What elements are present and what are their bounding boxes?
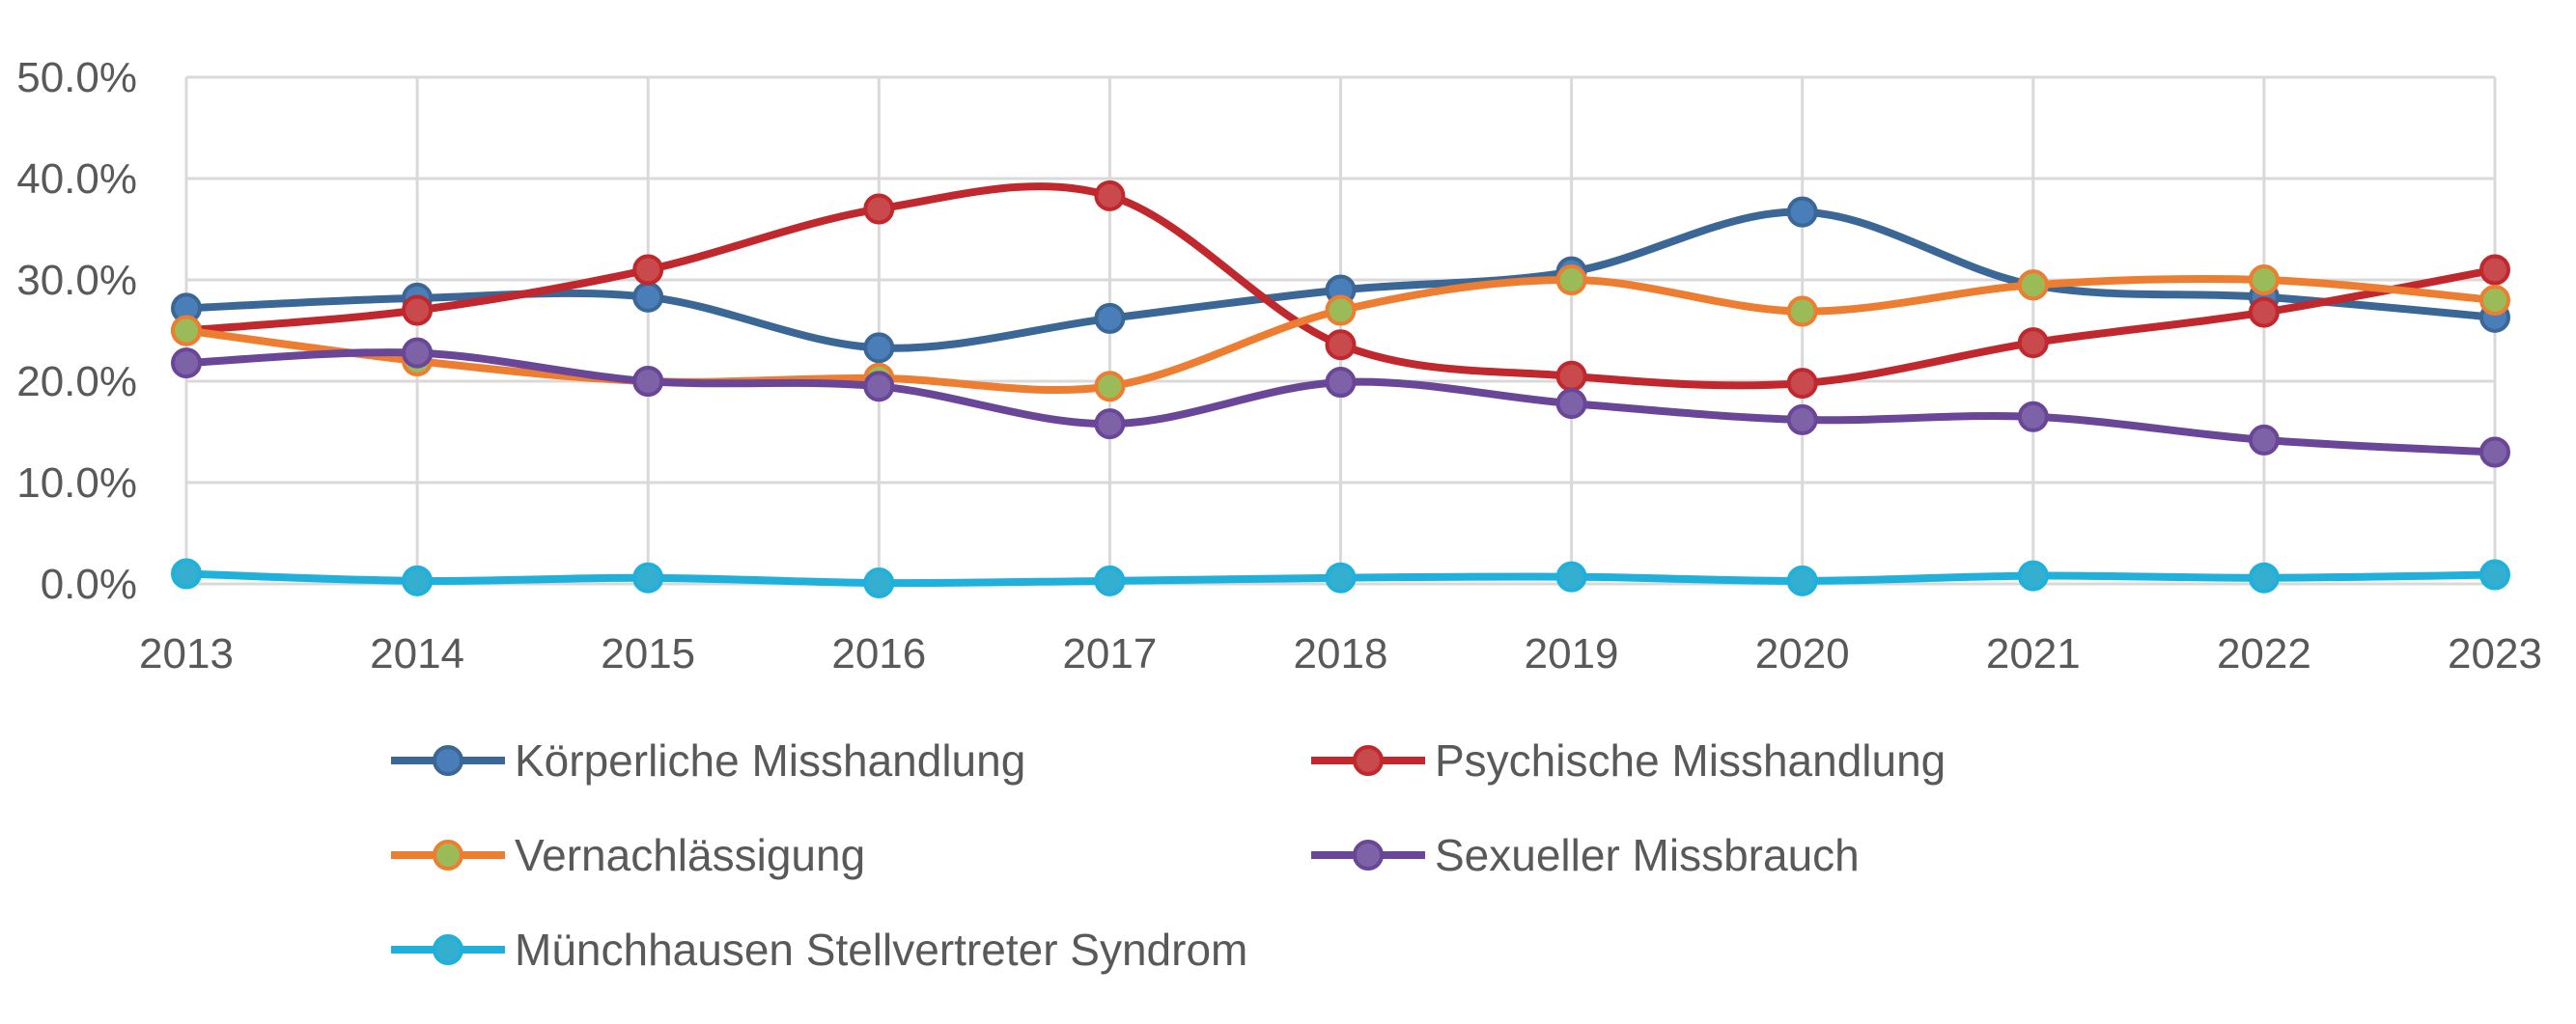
legend-item: Münchhausen Stellvertreter Syndrom	[391, 925, 1247, 975]
legend-label: Körperliche Misshandlung	[515, 735, 1025, 786]
x-tick-label: 2013	[139, 630, 234, 678]
data-point	[863, 193, 895, 225]
legend-label: Sexueller Missbrauch	[1435, 830, 1860, 880]
data-point	[1786, 196, 1818, 228]
legend-marker-swatch	[433, 745, 463, 776]
y-axis-tick-labels: 0.0% 10.0% 20.0% 30.0% 40.0% 50.0%	[16, 54, 137, 608]
x-tick-label: 2019	[1525, 630, 1619, 678]
data-point	[2248, 296, 2280, 328]
x-tick-label: 2014	[370, 630, 464, 678]
data-point	[1786, 295, 1818, 327]
y-tick-label: 40.0%	[16, 155, 137, 203]
data-point	[171, 558, 202, 590]
legend-item: Psychische Misshandlung	[1311, 735, 1946, 786]
x-tick-label: 2018	[1294, 630, 1388, 678]
data-point	[1325, 294, 1357, 326]
legend-label: Psychische Misshandlung	[1435, 735, 1946, 786]
y-tick-label: 0.0%	[41, 561, 137, 608]
x-tick-label: 2020	[1755, 630, 1850, 678]
legend-marker-swatch	[1353, 745, 1384, 776]
x-tick-label: 2023	[2448, 630, 2542, 678]
x-tick-label: 2021	[1986, 630, 2081, 678]
data-point	[1786, 565, 1818, 596]
data-point	[1094, 408, 1126, 440]
legend: Körperliche Misshandlung Psychische Missh…	[391, 735, 1946, 975]
data-point	[863, 567, 895, 598]
data-point	[2479, 254, 2510, 286]
data-point	[2479, 436, 2510, 468]
data-point	[1094, 371, 1126, 402]
series-munchhausen-stellvertreter-syndrom	[171, 558, 2510, 598]
x-axis-tick-labels: 2013 2014 2015 2016 2017 2018 2019 2020 2021 2022…	[139, 630, 2542, 678]
y-tick-label: 50.0%	[16, 54, 137, 101]
series-group	[171, 180, 2510, 598]
legend-item: Körperliche Misshandlung	[391, 735, 1025, 786]
x-tick-label: 2017	[1062, 630, 1157, 678]
data-point	[863, 332, 895, 364]
y-tick-label: 10.0%	[16, 459, 137, 507]
data-point	[632, 254, 664, 286]
legend-item: Vernachlässigung	[391, 830, 865, 880]
legend-label: Vernachlässigung	[515, 830, 865, 880]
data-point	[2479, 559, 2510, 591]
data-point	[1555, 264, 1587, 295]
data-point	[1555, 388, 1587, 420]
data-point	[632, 366, 664, 397]
data-point	[402, 294, 434, 326]
data-point	[1094, 565, 1126, 596]
data-point	[1555, 360, 1587, 392]
x-tick-label: 2022	[2217, 630, 2311, 678]
data-point	[2479, 285, 2510, 316]
data-point	[2248, 562, 2280, 594]
x-tick-label: 2015	[601, 630, 695, 678]
y-tick-label: 30.0%	[16, 257, 137, 304]
legend-marker-swatch	[1353, 840, 1384, 871]
data-point	[1325, 329, 1357, 361]
legend-marker-swatch	[433, 840, 463, 871]
series-psychische-misshandlung	[171, 180, 2510, 400]
legend-label: Münchhausen Stellvertreter Syndrom	[515, 925, 1247, 975]
data-point	[2248, 424, 2280, 456]
data-point	[171, 347, 202, 379]
grid	[184, 75, 2497, 586]
x-tick-label: 2016	[831, 630, 926, 678]
data-point	[1325, 367, 1357, 399]
data-point	[2017, 560, 2049, 592]
data-point	[1094, 180, 1126, 211]
data-point	[1325, 562, 1357, 594]
data-point	[2248, 264, 2280, 295]
data-point	[1786, 368, 1818, 400]
legend-item: Sexueller Missbrauch	[1311, 830, 1860, 880]
data-point	[1555, 561, 1587, 593]
data-point	[2017, 401, 2049, 432]
data-point	[402, 565, 434, 596]
data-point	[632, 281, 664, 313]
y-tick-label: 20.0%	[16, 358, 137, 405]
data-point	[632, 562, 664, 594]
data-point	[1786, 403, 1818, 435]
data-point	[402, 337, 434, 369]
series-sexueller-missbrauch	[171, 337, 2510, 468]
data-point	[2017, 269, 2049, 301]
data-point	[863, 371, 895, 402]
data-point	[171, 315, 202, 346]
legend-marker-swatch	[433, 934, 463, 965]
data-point	[1094, 302, 1126, 334]
data-point	[2017, 327, 2049, 359]
